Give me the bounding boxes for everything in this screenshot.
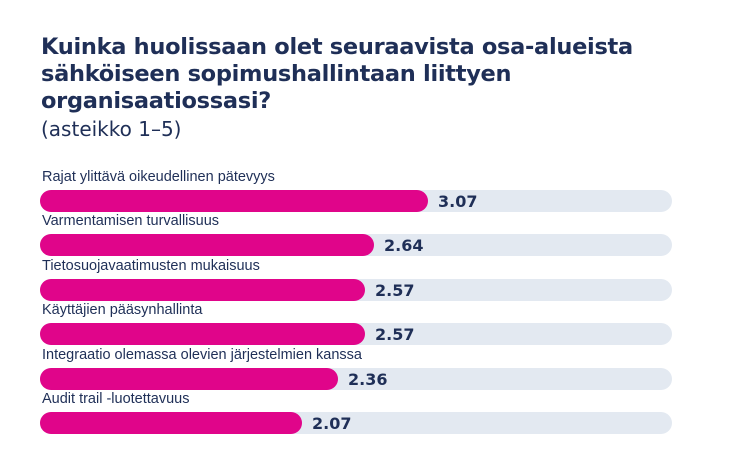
chart-subtitle: (asteikko 1–5) bbox=[41, 117, 182, 141]
bar-track: 2.57 bbox=[40, 279, 672, 301]
value-label: 2.64 bbox=[384, 236, 424, 255]
bar bbox=[40, 323, 365, 345]
bar-track: 2.57 bbox=[40, 323, 672, 345]
bar bbox=[40, 190, 428, 212]
bar bbox=[40, 279, 365, 301]
bar-track: 2.64 bbox=[40, 234, 672, 256]
bar-track: 2.36 bbox=[40, 368, 672, 390]
value-label: 3.07 bbox=[438, 192, 478, 211]
bar bbox=[40, 412, 302, 434]
category-label: Integraatio olemassa olevien järjestelmi… bbox=[42, 347, 362, 363]
category-label: Rajat ylittävä oikeudellinen pätevyys bbox=[42, 169, 275, 185]
value-label: 2.36 bbox=[348, 370, 388, 389]
bar-track: 2.07 bbox=[40, 412, 672, 434]
category-label: Audit trail -luotettavuus bbox=[42, 391, 190, 407]
category-label: Varmentamisen turvallisuus bbox=[42, 213, 220, 229]
category-label: Tietosuojavaatimusten mukaisuus bbox=[42, 258, 260, 274]
category-label: Käyttäjien pääsynhallinta bbox=[42, 302, 203, 318]
bar bbox=[40, 368, 338, 390]
value-label: 2.57 bbox=[375, 325, 415, 344]
bar-track: 3.07 bbox=[40, 190, 672, 212]
value-label: 2.57 bbox=[375, 281, 415, 300]
value-label: 2.07 bbox=[312, 414, 352, 433]
bar bbox=[40, 234, 374, 256]
chart-title: Kuinka huolissaan olet seuraavista osa-a… bbox=[41, 34, 633, 114]
